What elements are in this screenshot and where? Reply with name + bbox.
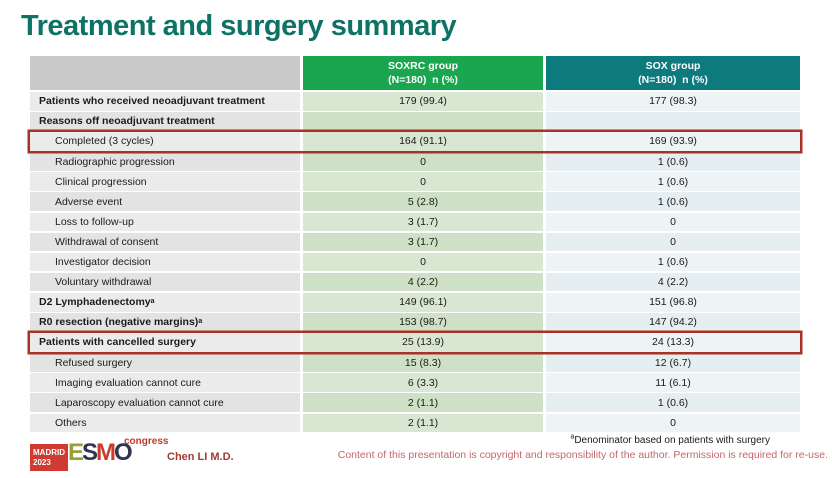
congress-label: congress [124,436,169,447]
sox-value: 11 (6.1) [546,373,800,392]
sox-value: 1 (0.6) [546,252,800,272]
table-body: Patients who received neoadjuvant treatm… [30,92,800,433]
table-row: Withdrawal of consent 3 (1.7) 0 [30,232,800,252]
table-row: Radiographic progression 0 1 (0.6) [30,152,800,171]
table-row: R0 resection (negative margins) a 153 (98… [30,313,800,332]
row-label: Voluntary withdrawal [30,272,300,292]
footnote: aDenominator based on patients with surg… [570,433,770,446]
esmo-letter: E [68,439,84,466]
table-row: Others 2 (1.1) 0 [30,413,800,433]
sox-value: 0 [546,212,800,232]
row-label: Others [30,413,300,433]
table-row: Refused surgery 15 (8.3) 12 (6.7) [30,353,800,372]
esmo-logo: MADRID 2023 ESMO congress [30,436,180,477]
header-cell-empty [30,56,300,90]
soxrc-group-name: SOXRC group [388,59,458,72]
row-label: R0 resection (negative margins) a [30,313,300,332]
row-label: Patients with cancelled surgery [30,333,300,352]
sox-group-sub: (N=180) n (%) [638,74,708,86]
row-label: D2 Lymphadenectomy a [30,292,300,312]
sox-value: 12 (6.7) [546,353,800,372]
sox-group-name: SOX group [645,59,701,72]
esmo-letter: S [82,439,98,466]
soxrc-value: 2 (1.1) [303,393,543,412]
row-label: Loss to follow-up [30,212,300,232]
row-label: Refused surgery [30,353,300,372]
soxrc-value: 0 [303,172,543,191]
sox-value: 4 (2.2) [546,272,800,292]
sox-value: 151 (96.8) [546,292,800,312]
table-row: Investigator decision 0 1 (0.6) [30,252,800,272]
sox-value: 0 [546,232,800,252]
sox-value: 177 (98.3) [546,92,800,111]
table-row: Patients who received neoadjuvant treatm… [30,92,800,111]
table-row: Laparoscopy evaluation cannot cure 2 (1.… [30,393,800,412]
soxrc-value: 6 (3.3) [303,373,543,392]
row-label: Patients who received neoadjuvant treatm… [30,92,300,111]
row-label: Laparoscopy evaluation cannot cure [30,393,300,412]
sox-value: 1 (0.6) [546,393,800,412]
row-label: Radiographic progression [30,152,300,171]
summary-table: SOXRC group (N=180) n (%) SOX group (N=1… [30,56,800,434]
soxrc-value: 153 (98.7) [303,313,543,332]
soxrc-value: 15 (8.3) [303,353,543,372]
sox-value: 1 (0.6) [546,152,800,171]
table-row: Loss to follow-up 3 (1.7) 0 [30,212,800,232]
soxrc-value: 0 [303,252,543,272]
sox-value: 1 (0.6) [546,172,800,191]
esmo-wordmark: ESMO [68,439,133,466]
copyright-note: Content of this presentation is copyrigh… [337,449,828,461]
soxrc-value: 4 (2.2) [303,272,543,292]
row-label: Imaging evaluation cannot cure [30,373,300,392]
sox-value: 24 (13.3) [546,333,800,352]
table-row: Voluntary withdrawal 4 (2.2) 4 (2.2) [30,272,800,292]
sox-value: 0 [546,413,800,433]
table-row: Patients with cancelled surgery 25 (13.9… [30,333,800,352]
table-row: Adverse event 5 (2.8) 1 (0.6) [30,192,800,212]
soxrc-group-sub: (N=180) n (%) [388,74,458,86]
table-header-row: SOXRC group (N=180) n (%) SOX group (N=1… [30,56,800,90]
sox-value: 147 (94.2) [546,313,800,332]
soxrc-value: 2 (1.1) [303,413,543,433]
soxrc-value: 25 (13.9) [303,333,543,352]
table-row: Completed (3 cycles) 164 (91.1) 169 (93.… [30,132,800,151]
soxrc-value: 0 [303,152,543,171]
esmo-letter: M [96,439,116,466]
row-label: Clinical progression [30,172,300,191]
footnote-superscript: a [570,433,575,441]
badge-city: MADRID [33,448,65,458]
row-label: Completed (3 cycles) [30,132,300,151]
soxrc-value: 149 (96.1) [303,292,543,312]
soxrc-value: 3 (1.7) [303,232,543,252]
row-label: Reasons off neoadjuvant treatment [30,112,300,131]
soxrc-value [303,112,543,131]
soxrc-value: 179 (99.4) [303,92,543,111]
sox-value: 1 (0.6) [546,192,800,212]
table-row: Clinical progression 0 1 (0.6) [30,172,800,191]
row-label: Adverse event [30,192,300,212]
sox-value: 169 (93.9) [546,132,800,151]
row-label: Withdrawal of consent [30,232,300,252]
soxrc-value: 5 (2.8) [303,192,543,212]
soxrc-value: 164 (91.1) [303,132,543,151]
row-label: Investigator decision [30,252,300,272]
table-row: Imaging evaluation cannot cure 6 (3.3) 1… [30,373,800,392]
slide-title: Treatment and surgery summary [21,10,457,42]
madrid-2023-badge: MADRID 2023 [30,444,68,471]
table-row: Reasons off neoadjuvant treatment [30,112,800,131]
table-row: D2 Lymphadenectomy a 149 (96.1) 151 (96.8… [30,292,800,312]
esmo-letter: O [114,439,133,466]
soxrc-value: 3 (1.7) [303,212,543,232]
badge-year: 2023 [33,457,51,467]
header-cell-soxrc: SOXRC group (N=180) n (%) [303,56,543,90]
sox-value [546,112,800,131]
header-cell-sox: SOX group (N=180) n (%) [546,56,800,90]
presenter-name: Chen LI M.D. [167,451,234,463]
footnote-text: Denominator based on patients with surge… [574,435,770,446]
